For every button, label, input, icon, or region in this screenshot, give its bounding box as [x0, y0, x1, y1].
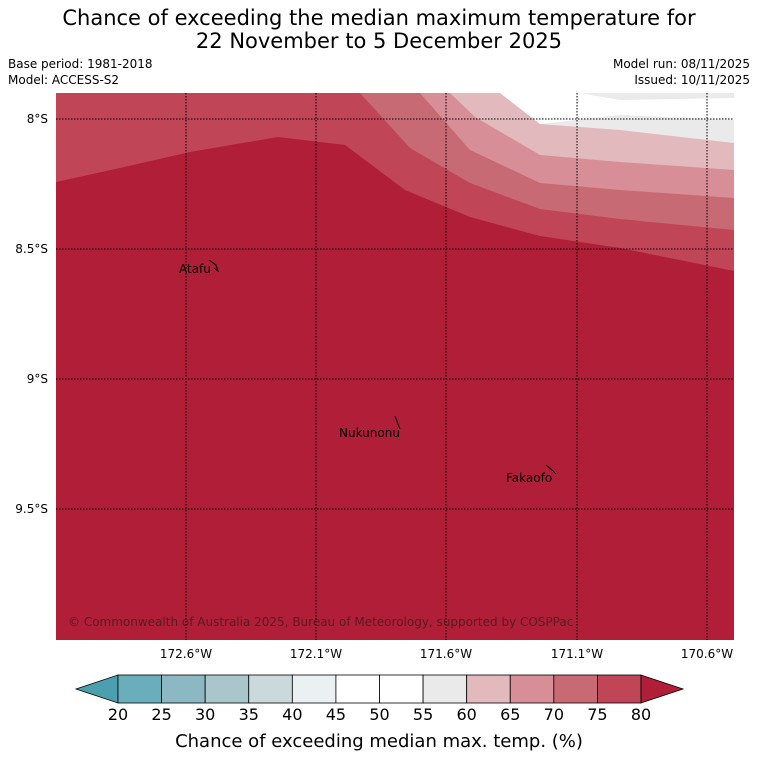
island-fakaofo: Fakaofo: [506, 464, 557, 485]
colorbar-under-arrow: [74, 674, 119, 704]
colorbar-label-60: 60: [456, 705, 476, 724]
colorbar-label-30: 30: [195, 705, 215, 724]
colorbar-label-65: 65: [500, 705, 520, 724]
colorbar-box-35-40: [248, 674, 293, 704]
contour-80-plus: [56, 137, 734, 640]
colorbar-boxes: [74, 674, 685, 704]
colorbar-box-30-35: [204, 674, 250, 704]
lat-label-9S: 9°S: [27, 372, 48, 386]
nukunonu-coastline: [394, 415, 401, 430]
island-nukunonu: Nukunonu: [339, 415, 401, 440]
colorbar-title: Chance of exceeding median max. temp. (%…: [175, 731, 583, 752]
colorbar-box-50-55: [379, 674, 424, 704]
colorbar-box-65-70: [509, 674, 555, 704]
fakaofo-label: Fakaofo: [506, 471, 552, 485]
lon-label-171-1W: 171.1°W: [551, 647, 603, 661]
colorbar-label-75: 75: [587, 705, 607, 724]
lon-tick-labels: 172.6°W 172.1°W 171.6°W 171.1°W 170.6°W: [160, 647, 733, 661]
colorbar-box-40-45: [291, 674, 337, 704]
colorbar-label-50: 50: [369, 705, 389, 724]
lon-label-171-6W: 171.6°W: [420, 647, 472, 661]
colorbar-label-25: 25: [151, 705, 171, 724]
colorbar-box-20-25: [117, 674, 162, 704]
colorbar-label-45: 45: [326, 705, 346, 724]
lon-label-172-1W: 172.1°W: [290, 647, 342, 661]
lat-label-9-5S: 9.5°S: [15, 502, 48, 516]
map-title-line1: Chance of exceeding the median maximum t…: [62, 6, 696, 30]
colorbar-box-45-50: [335, 674, 380, 704]
colorbar-over-arrow: [640, 674, 685, 704]
colorbar-label-40: 40: [282, 705, 302, 724]
lat-tick-labels: 8°S 8.5°S 9°S 9.5°S: [15, 112, 48, 516]
colorbar-label-35: 35: [239, 705, 259, 724]
contour-50-55: [56, 93, 734, 124]
fakaofo-coastline: [545, 464, 557, 475]
colorbar-box-60-65: [466, 674, 511, 704]
colorbar-label-70: 70: [544, 705, 564, 724]
colorbar-labels: 20 25 30 35 40 45 50 55 60 65 70 75 80: [108, 705, 651, 724]
lon-label-172-6W: 172.6°W: [160, 647, 212, 661]
colorbar-box-25-30: [161, 674, 206, 704]
map-gridlines: [56, 93, 734, 640]
model-run-text: Model run: 08/11/2025: [612, 57, 750, 71]
forecast-contours: [56, 93, 734, 640]
atafu-coastline: [208, 259, 219, 273]
colorbar-box-75-80: [597, 674, 642, 704]
colorbar-label-20: 20: [108, 705, 128, 724]
nukunonu-label: Nukunonu: [339, 426, 400, 440]
colorbar-label-80: 80: [631, 705, 651, 724]
lat-label-8S: 8°S: [27, 112, 48, 126]
colorbar-box-70-75: [553, 674, 598, 704]
colorbar-label-55: 55: [413, 705, 433, 724]
copyright-notice: © Commonwealth of Australia 2025, Bureau…: [68, 615, 573, 629]
issued-text: Issued: 10/11/2025: [634, 73, 750, 87]
base-period-text: Base period: 1981-2018: [8, 57, 153, 71]
model-text: Model: ACCESS-S2: [8, 73, 120, 87]
map-title-line2: 22 November to 5 December 2025: [195, 29, 563, 53]
atafu-label: Atafu: [179, 262, 211, 276]
lon-label-170-6W: 170.6°W: [681, 647, 733, 661]
island-atafu: Atafu: [179, 259, 219, 276]
colorbar-box-55-60: [422, 674, 468, 704]
lat-label-8-5S: 8.5°S: [15, 242, 48, 256]
